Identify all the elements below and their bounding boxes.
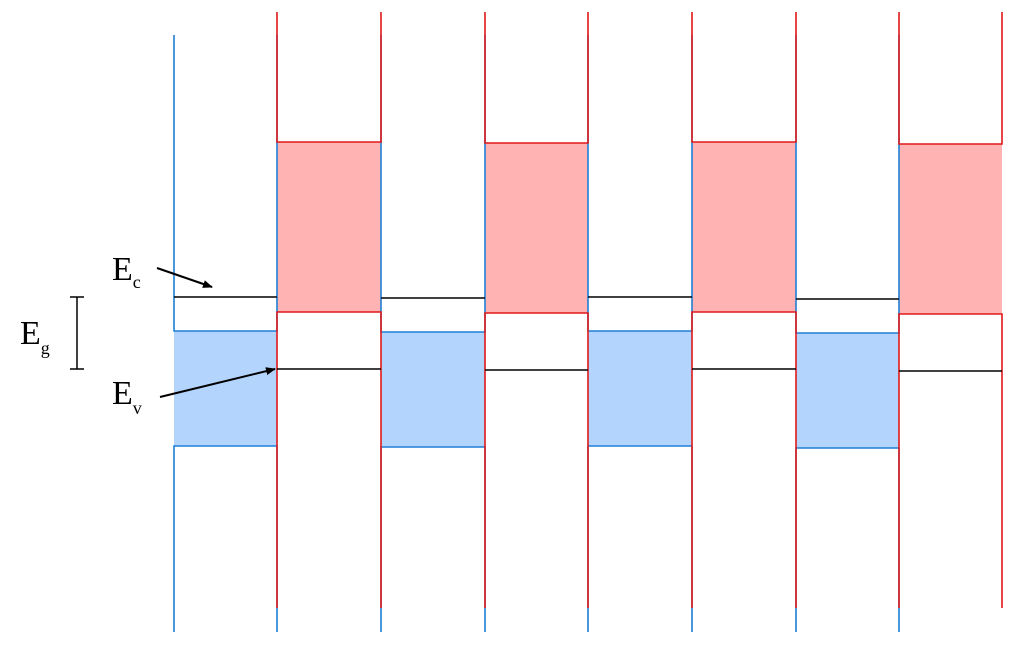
arrows bbox=[156, 267, 276, 398]
label-part: v bbox=[133, 398, 142, 418]
blue-band-edges bbox=[173, 35, 900, 632]
label-part: E bbox=[112, 251, 133, 288]
gap-bracket bbox=[70, 296, 84, 370]
eg-label: Eg bbox=[20, 315, 50, 358]
label-part: c bbox=[133, 272, 141, 292]
label-part: g bbox=[41, 338, 50, 358]
label-part: E bbox=[20, 315, 41, 352]
ec-label: Ec bbox=[112, 251, 141, 292]
blue-wells bbox=[174, 331, 899, 448]
red-wells bbox=[277, 142, 1002, 314]
red-band-edges bbox=[276, 12, 1003, 608]
ev-label: Ev bbox=[112, 375, 142, 418]
label-part: E bbox=[112, 375, 133, 412]
energy-levels bbox=[174, 296, 1002, 372]
